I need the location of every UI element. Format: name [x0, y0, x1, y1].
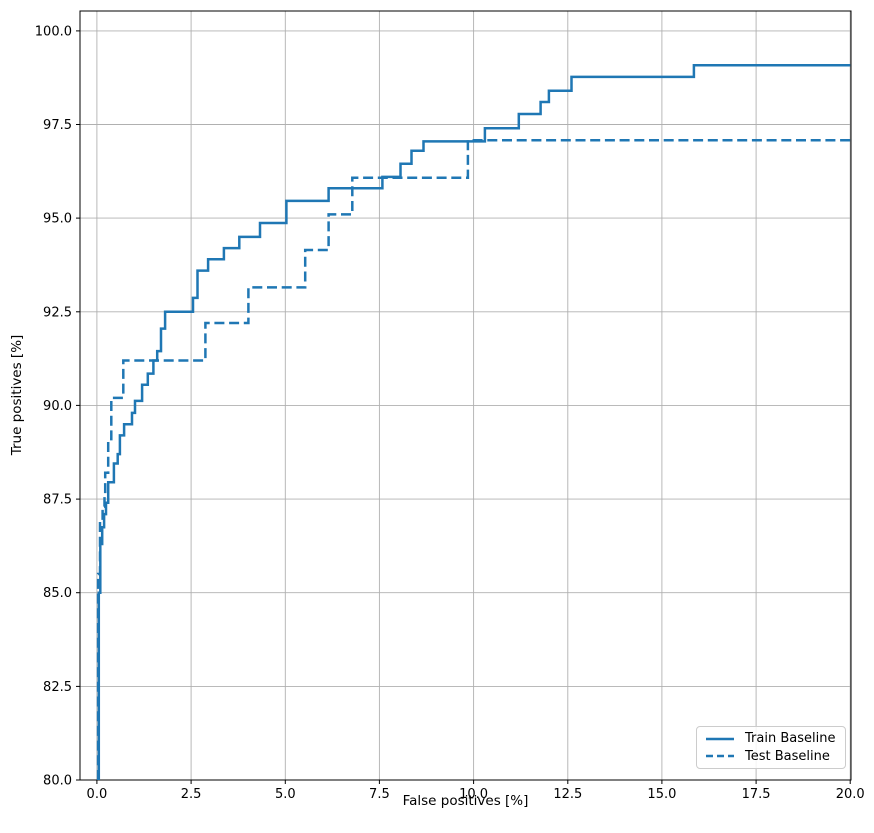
- legend: Train Baseline Test Baseline: [696, 726, 846, 769]
- series-curve-test: [96, 138, 851, 780]
- y-tick-label: 85.0: [43, 586, 72, 601]
- legend-label-train: Train Baseline: [745, 731, 836, 747]
- x-tick-label: 2.5: [181, 787, 202, 802]
- legend-sample-solid-line: [706, 737, 734, 741]
- series-curve-train: [97, 64, 851, 780]
- x-tick-label: 12.5: [553, 787, 582, 802]
- y-tick-label: 92.5: [43, 305, 72, 320]
- y-tick-label: 87.5: [43, 493, 72, 508]
- x-axis-label: False positives [%]: [402, 793, 529, 809]
- legend-entry-train: Train Baseline: [704, 731, 838, 746]
- legend-sample-dashed-line: [706, 754, 734, 758]
- y-tick-label: 100.0: [35, 24, 72, 39]
- y-tick-label: 90.0: [43, 399, 72, 414]
- y-tick-label: 95.0: [43, 212, 72, 227]
- legend-entry-test: Test Baseline: [704, 749, 838, 764]
- x-tick-label: 5.0: [275, 787, 296, 802]
- legend-label-test: Test Baseline: [745, 748, 830, 764]
- x-tick-label: 20.0: [836, 787, 865, 802]
- x-tick-label: 0.0: [87, 787, 108, 802]
- axes-frame: [79, 10, 852, 781]
- x-tick-label: 7.5: [369, 787, 390, 802]
- x-tick-label: 17.5: [742, 787, 771, 802]
- x-tick-label: 15.0: [647, 787, 676, 802]
- y-tick-label: 97.5: [43, 118, 72, 133]
- y-tick-label: 80.0: [43, 774, 72, 789]
- x-tick-label: 10.0: [459, 787, 488, 802]
- y-axis-label: True positives [%]: [9, 334, 25, 456]
- y-tick-label: 82.5: [43, 680, 72, 695]
